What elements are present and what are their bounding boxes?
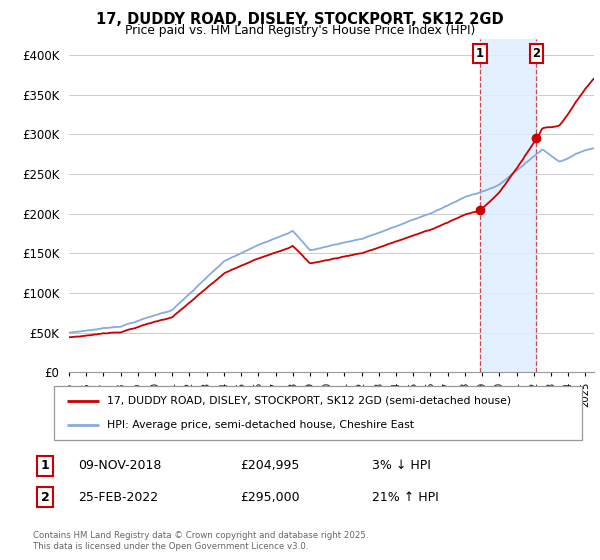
Text: 25-FEB-2022: 25-FEB-2022 <box>78 491 158 504</box>
Text: £204,995: £204,995 <box>240 459 299 473</box>
Text: 1: 1 <box>41 459 49 473</box>
Text: 1: 1 <box>476 47 484 60</box>
Bar <box>480 39 536 372</box>
Text: HPI: Average price, semi-detached house, Cheshire East: HPI: Average price, semi-detached house,… <box>107 420 414 430</box>
Text: 09-NOV-2018: 09-NOV-2018 <box>78 459 161 473</box>
Text: 2: 2 <box>532 47 541 60</box>
Text: Price paid vs. HM Land Registry's House Price Index (HPI): Price paid vs. HM Land Registry's House … <box>125 24 475 36</box>
Text: 17, DUDDY ROAD, DISLEY, STOCKPORT, SK12 2GD: 17, DUDDY ROAD, DISLEY, STOCKPORT, SK12 … <box>96 12 504 27</box>
Text: 21% ↑ HPI: 21% ↑ HPI <box>372 491 439 504</box>
Text: Contains HM Land Registry data © Crown copyright and database right 2025.: Contains HM Land Registry data © Crown c… <box>33 531 368 540</box>
Text: This data is licensed under the Open Government Licence v3.0.: This data is licensed under the Open Gov… <box>33 542 308 550</box>
Text: 17, DUDDY ROAD, DISLEY, STOCKPORT, SK12 2GD (semi-detached house): 17, DUDDY ROAD, DISLEY, STOCKPORT, SK12 … <box>107 396 511 406</box>
Text: £295,000: £295,000 <box>240 491 299 504</box>
Text: 2: 2 <box>41 491 49 504</box>
Text: 3% ↓ HPI: 3% ↓ HPI <box>372 459 431 473</box>
FancyBboxPatch shape <box>54 386 582 440</box>
